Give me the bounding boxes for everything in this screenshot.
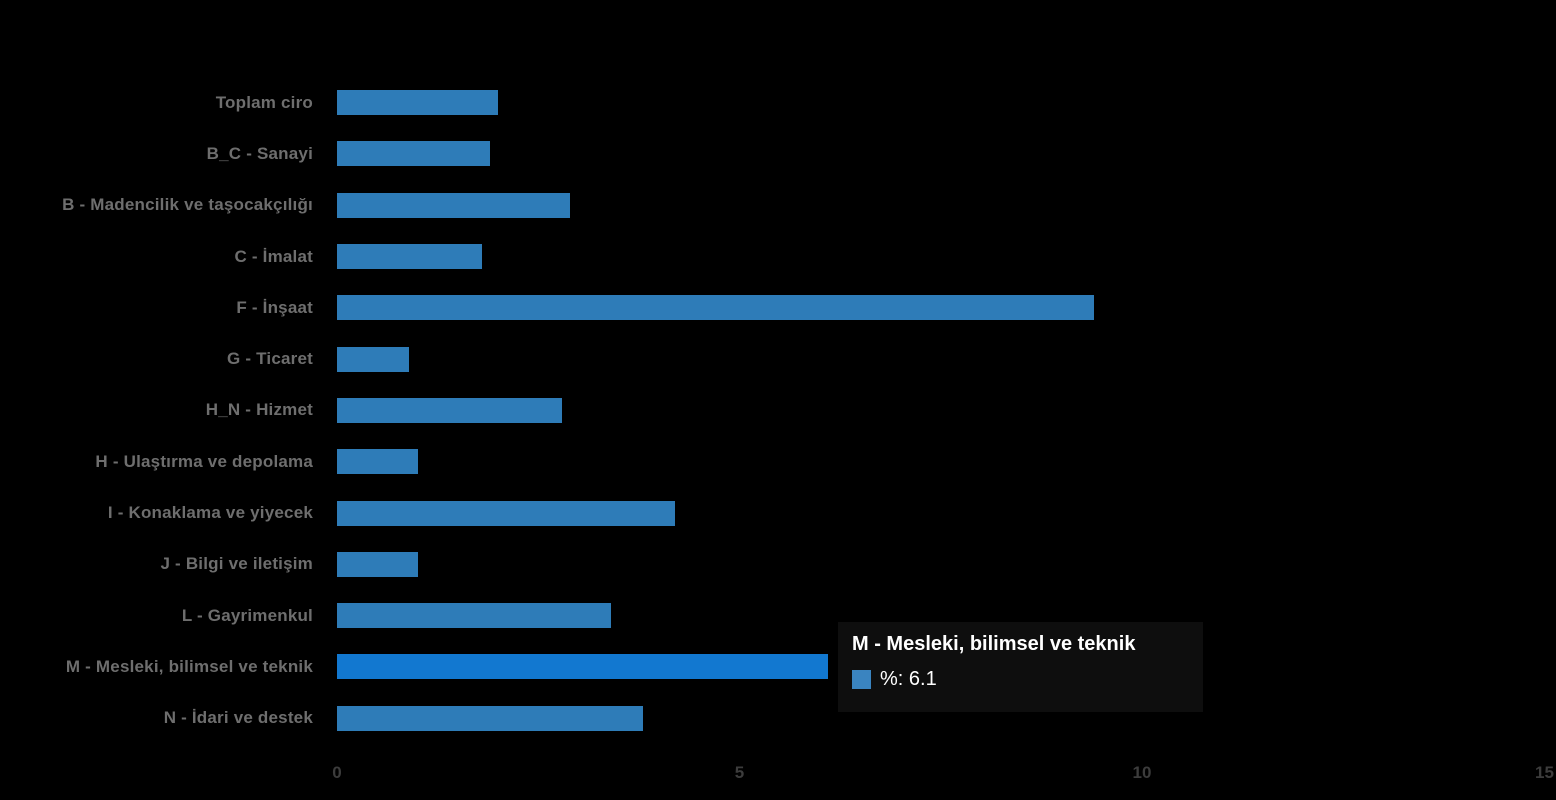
bar-track [337,449,1556,475]
category-label: N - İdari ve destek [163,708,313,728]
bar-row: N - İdari ve destek [0,693,1556,744]
bar-row: I - Konaklama ve yiyecek [0,487,1556,538]
bar-track [337,141,1556,167]
category-label: B - Madencilik ve taşocakçılığı [62,195,313,215]
category-label: H - Ulaştırma ve depolama [95,451,313,471]
bar[interactable] [337,141,490,167]
bar[interactable] [337,346,410,372]
x-axis: 0 5 10 15 [0,763,1556,793]
x-axis-tick-label: 10 [1132,763,1152,782]
category-label: J - Bilgi ve iletişim [160,554,313,574]
bar-row: C - İmalat [0,231,1556,282]
bar-row: H - Ulaştırma ve depolama [0,436,1556,487]
bar[interactable] [337,551,418,577]
bar-row: H_N - Hizmet [0,385,1556,436]
category-label: M - Mesleki, bilimsel ve teknik [65,656,313,676]
bar-rows: Toplam ciro B_C - Sanayi B - Madencilik ve… [0,77,1556,744]
bar-track [337,295,1556,321]
bar[interactable] [337,705,643,731]
x-axis-tick-label: 5 [734,763,745,782]
tooltip-value-line: %: 6.1 [852,668,1189,691]
category-label: C - İmalat [234,246,313,266]
bar[interactable] [337,192,571,218]
bar-track [337,192,1556,218]
bar[interactable] [337,295,1094,321]
x-axis-tick-label: 0 [332,763,342,782]
bar-track [337,705,1556,731]
category-label: I - Konaklama ve yiyecek [107,503,313,523]
bar-row: B - Madencilik ve taşocakçılığı [0,180,1556,231]
category-label: F - İnşaat [236,297,313,317]
bar[interactable] [337,603,611,629]
bar-track [337,397,1556,423]
category-label: B_C - Sanayi [206,143,313,163]
bar-track [337,244,1556,270]
category-label: Toplam ciro [215,92,313,112]
category-label: H_N - Hizmet [205,400,313,420]
x-axis-tick-label: 15 [1535,763,1554,782]
bar[interactable] [337,500,676,526]
bar-row: J - Bilgi ve iletişim [0,539,1556,590]
tooltip: M - Mesleki, bilimsel ve teknik %: 6.1 [838,622,1203,712]
bar[interactable] [337,90,498,116]
bar[interactable] [337,397,563,423]
category-label: L - Gayrimenkul [181,605,313,625]
bar-row: M - Mesleki, bilimsel ve teknik [0,641,1556,692]
bar-highlighted[interactable] [337,654,829,680]
bar-row: Toplam ciro [0,77,1556,128]
bar-row: G - Ticaret [0,333,1556,384]
bar-row: L - Gayrimenkul [0,590,1556,641]
bar-row: B_C - Sanayi [0,128,1556,179]
bar-row: F - İnşaat [0,282,1556,333]
tooltip-value: %: 6.1 [880,668,937,690]
tooltip-title: M - Mesleki, bilimsel ve teknik [852,633,1136,655]
bar-track [337,346,1556,372]
bar[interactable] [337,244,482,270]
bar-track [337,551,1556,577]
bar-track [337,603,1556,629]
category-label: G - Ticaret [227,349,313,369]
series-swatch-icon [852,670,871,689]
bar[interactable] [337,449,418,475]
bar-track [337,654,1556,680]
bar-track [337,90,1556,116]
bar-track [337,500,1556,526]
